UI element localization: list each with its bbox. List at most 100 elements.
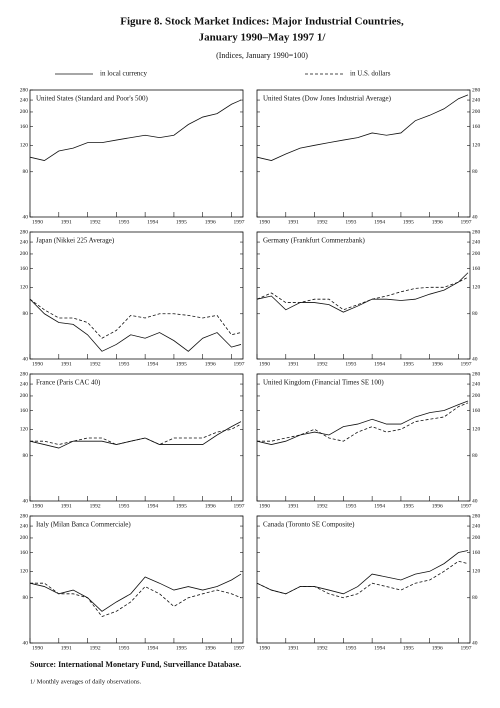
y-tick-label: 160 [20,550,29,556]
series-line [29,298,242,352]
x-tick-label: 1996 [205,219,216,225]
series-line [256,550,469,595]
x-tick-label: 1997 [233,361,244,367]
x-tick-label: 1997 [460,503,471,509]
y-tick-label: 80 [472,595,478,601]
x-tick-label: 1990 [259,645,270,651]
footnote: 1/ Monthly averages of daily observation… [30,678,142,685]
y-tick-label: 240 [472,523,481,529]
x-tick-label: 1991 [288,645,299,651]
x-tick-label: 1993 [118,503,129,509]
figure-subtitle: (Indices, January 1990=100) [216,51,308,60]
x-tick-label: 1996 [432,503,443,509]
x-tick-label: 1992 [90,503,101,509]
y-tick-label: 280 [20,513,29,519]
x-tick-label: 1994 [147,361,158,367]
y-tick-label: 280 [20,229,29,235]
x-tick-label: 1990 [259,219,270,225]
x-tick-label: 1993 [118,645,129,651]
y-tick-label: 200 [472,393,481,399]
x-tick-label: 1994 [374,219,385,225]
panels: 40 80 120 160 200 240 280 1990 1991 1992 1993 1994 1… [20,87,481,651]
figure-title: January 1990–May 1997 1/ [199,32,327,44]
x-tick-label: 1996 [432,361,443,367]
y-tick-label: 240 [20,381,29,387]
x-tick-label: 1991 [61,361,72,367]
x-tick-label: 1996 [205,503,216,509]
y-tick-label: 40 [23,214,29,220]
x-tick-label: 1993 [345,361,356,367]
x-tick-label: 1992 [317,503,328,509]
plot-frame [29,231,244,360]
y-tick-label: 120 [472,427,481,433]
x-tick-label: 1994 [374,503,385,509]
x-tick-label: 1997 [233,503,244,509]
x-tick-label: 1993 [345,503,356,509]
y-tick-label: 160 [20,124,29,130]
x-tick-label: 1991 [288,219,299,225]
series-line [256,94,469,161]
panel: 40 80 120 160 200 240 280 1990 1991 1992 1993 1994 1… [256,229,481,367]
x-tick-label: 1990 [32,645,43,651]
x-tick-label: 1997 [233,645,244,651]
y-tick-label: 80 [472,311,478,317]
series-line [256,276,469,311]
x-tick-label: 1995 [403,645,414,651]
x-tick-label: 1996 [432,645,443,651]
y-tick-label: 80 [23,595,29,601]
panel-title: Germany (Frankfurt Commerzbank) [263,237,366,245]
panel: 40 80 120 160 200 240 280 1990 1991 1992 1993 1994 1… [256,513,481,651]
y-tick-label: 40 [472,498,478,504]
y-tick-label: 120 [472,285,481,291]
x-tick-label: 1996 [205,645,216,651]
panel-title: Japan (Nikkei 225 Average) [36,237,115,245]
x-tick-label: 1993 [345,645,356,651]
panel-title: Canada (Toronto SE Composite) [263,521,355,529]
y-tick-label: 240 [472,381,481,387]
y-tick-label: 80 [23,169,29,175]
panel-title: United States (Dow Jones Industrial Aver… [263,95,392,103]
y-tick-label: 40 [472,640,478,646]
x-tick-label: 1991 [288,361,299,367]
panel: 40 80 120 160 200 240 280 1990 1991 1992 1993 1994 1… [20,87,245,225]
plot-frame [29,89,244,218]
panel: 40 80 120 160 200 240 280 1990 1991 1992 1993 1994 1… [20,229,245,367]
y-tick-label: 160 [472,550,481,556]
x-tick-label: 1992 [90,219,101,225]
y-tick-label: 40 [472,214,478,220]
plot-frame [29,373,244,502]
series-line [30,423,242,445]
series-line [29,298,242,339]
x-tick-label: 1995 [176,219,187,225]
y-tick-label: 80 [472,453,478,459]
y-tick-label: 280 [472,229,481,235]
x-tick-label: 1993 [345,219,356,225]
y-tick-label: 40 [23,498,29,504]
y-tick-label: 160 [20,266,29,272]
y-tick-label: 240 [20,97,29,103]
y-tick-label: 240 [20,523,29,529]
series-line [29,573,242,612]
panel-title: United States (Standard and Poor's 500) [36,95,149,103]
plot-frame [256,89,471,218]
y-tick-label: 280 [20,371,29,377]
x-tick-label: 1994 [147,503,158,509]
x-tick-label: 1992 [317,361,328,367]
y-tick-label: 280 [20,87,29,93]
x-tick-label: 1995 [176,503,187,509]
y-tick-label: 200 [472,109,481,115]
series-line [256,272,469,313]
x-tick-label: 1995 [403,503,414,509]
x-tick-label: 1996 [205,361,216,367]
x-tick-label: 1992 [317,645,328,651]
x-tick-label: 1990 [259,503,270,509]
x-tick-label: 1991 [61,503,72,509]
x-tick-label: 1995 [403,219,414,225]
panel: 40 80 120 160 200 240 280 1990 1991 1992 1993 1994 1… [256,371,481,509]
y-tick-label: 240 [20,239,29,245]
series-line [256,400,469,445]
y-tick-label: 160 [20,408,29,414]
x-tick-label: 1992 [90,361,101,367]
y-tick-label: 160 [472,124,481,130]
